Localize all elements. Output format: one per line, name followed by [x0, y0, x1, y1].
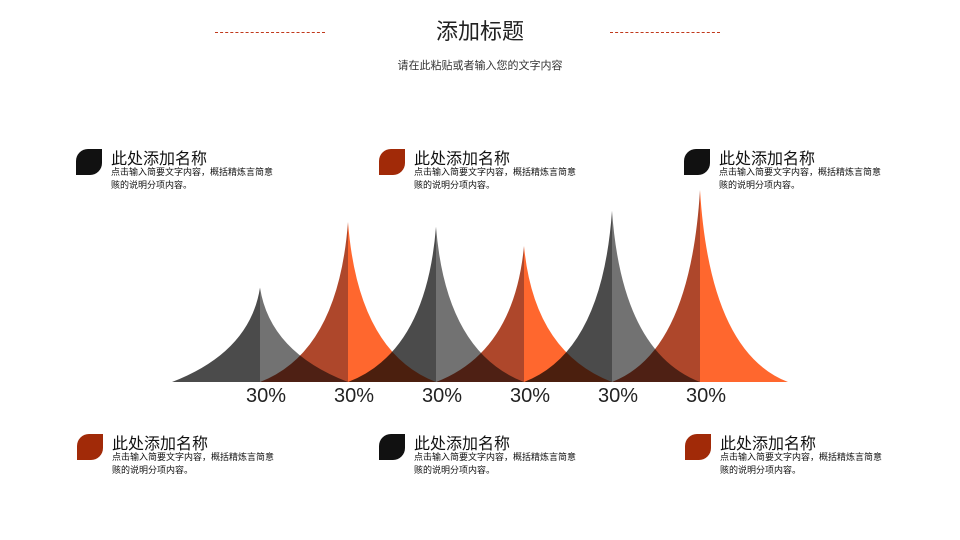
page-subtitle: 请在此粘贴或者输入您的文字内容 — [397, 59, 563, 72]
leaf-icon — [684, 149, 710, 175]
item-name: 此处添加名称 — [414, 149, 511, 168]
item-description: 点击输入简要文字内容，概括精炼言简意赅的说明分项内容。 — [111, 168, 274, 191]
leaf-icon — [379, 434, 405, 460]
peak-left-face — [436, 246, 524, 382]
peak-left-face — [524, 210, 612, 382]
item-description: 点击输入简要文字内容，概括精炼言简意赅的说明分项内容。 — [414, 168, 577, 191]
item-description: 点击输入简要文字内容，概括精炼言简意赅的说明分项内容。 — [720, 453, 883, 476]
peak-value-label: 30% — [246, 385, 286, 407]
peak-value-label: 30% — [686, 385, 726, 407]
peak-value-label: 30% — [422, 385, 462, 407]
peak-value-label: 30% — [334, 385, 374, 407]
peak-right-face — [260, 287, 348, 382]
peak-right-face — [612, 210, 700, 382]
peak-value-label: 30% — [510, 385, 550, 407]
item-name: 此处添加名称 — [719, 149, 816, 168]
peak-right-face — [700, 190, 788, 382]
peak-right-face — [524, 246, 612, 382]
peak-value-label: 30% — [598, 385, 638, 407]
item-name: 此处添加名称 — [720, 434, 817, 453]
peak-left-face — [172, 287, 260, 382]
leaf-icon — [77, 434, 103, 460]
peak-5 — [524, 210, 700, 382]
peak-left-face — [260, 222, 348, 382]
item-name: 此处添加名称 — [414, 434, 511, 453]
peak-4 — [436, 246, 612, 382]
item-description: 点击输入简要文字内容，概括精炼言简意赅的说明分项内容。 — [112, 453, 275, 476]
peak-6 — [612, 190, 788, 382]
item-description: 点击输入简要文字内容，概括精炼言简意赅的说明分项内容。 — [719, 168, 882, 191]
title-divider-left — [215, 32, 325, 33]
peak-1 — [172, 287, 348, 382]
item-name: 此处添加名称 — [111, 149, 208, 168]
peak-2 — [260, 222, 436, 382]
peak-left-face — [348, 226, 436, 382]
title-divider-right — [610, 32, 720, 33]
leaf-icon — [379, 149, 405, 175]
peak-right-face — [436, 226, 524, 382]
peak-3 — [348, 226, 524, 382]
item-description: 点击输入简要文字内容，概括精炼言简意赅的说明分项内容。 — [414, 453, 577, 476]
peak-right-face — [348, 222, 436, 382]
leaf-icon — [685, 434, 711, 460]
page-title: 添加标题 — [435, 20, 524, 45]
peak-left-face — [612, 190, 700, 382]
leaf-icon — [76, 149, 102, 175]
item-name: 此处添加名称 — [112, 434, 209, 453]
